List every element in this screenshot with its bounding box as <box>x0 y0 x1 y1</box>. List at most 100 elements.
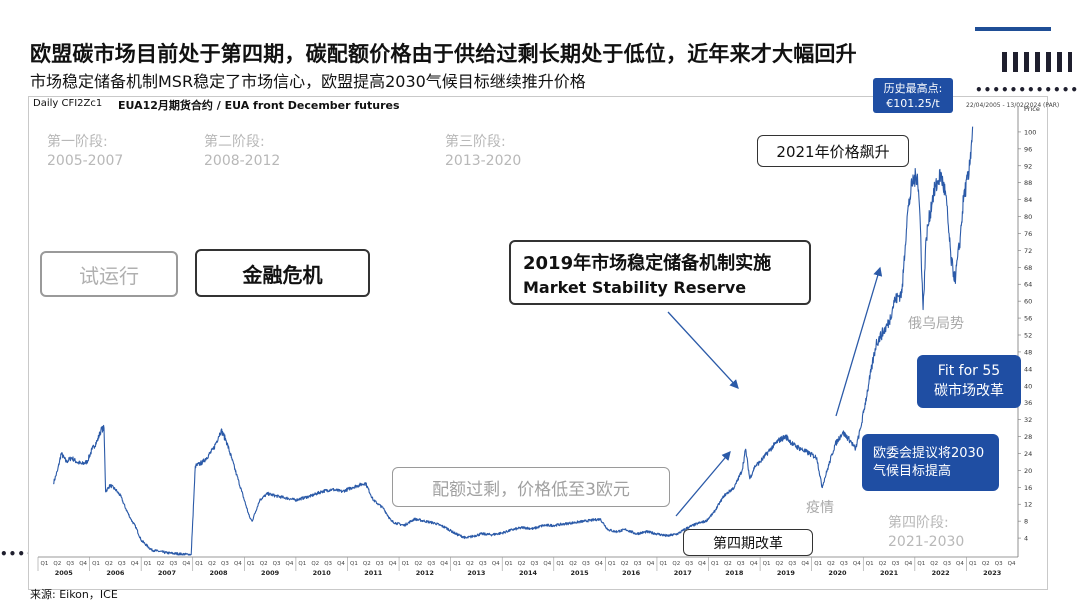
x-year-label: 2006 <box>106 569 125 577</box>
oversupply-label: 配额过剩，价格低至3欧元 <box>432 479 630 500</box>
phase4-reform-label: 第四期改革 <box>713 535 783 552</box>
fit-for-55-line1: Fit for 55 <box>937 363 1001 379</box>
dot-decoration-right: •••••••••••• <box>975 83 1080 97</box>
x-quarter-label: Q4 <box>337 561 345 567</box>
x-year-label: 2023 <box>983 569 1001 577</box>
phase-4-label: 第四阶段: 2021-2030 <box>888 514 964 552</box>
fit-for-55-box: Fit for 55 碳市场改革 <box>917 355 1021 408</box>
financial-crisis-box: 金融危机 <box>195 249 370 297</box>
x-quarter-label: Q3 <box>118 561 126 567</box>
x-quarter-label: Q4 <box>234 561 242 567</box>
x-quarter-label: Q1 <box>144 561 152 567</box>
y-axis-label: Price <box>1024 105 1040 113</box>
y-tick-label: 96 <box>1024 145 1032 153</box>
msr-label-cn: 2019年市场稳定储备机制实施 <box>523 252 772 274</box>
x-quarter-label: Q2 <box>208 561 216 567</box>
phase-2-name: 第二阶段: <box>204 134 265 150</box>
phase-4-name: 第四阶段: <box>888 515 949 531</box>
y-tick-label: 28 <box>1024 433 1032 441</box>
top-right-accent-bar <box>975 27 1051 31</box>
x-quarter-label: Q2 <box>53 561 61 567</box>
x-year-label: 2017 <box>674 569 692 577</box>
phase4-reform-box: 第四期改革 <box>683 529 813 556</box>
x-year-label: 2016 <box>622 569 641 577</box>
x-quarter-label: Q1 <box>298 561 306 567</box>
oversupply-box: 配额过剩，价格低至3欧元 <box>392 467 670 507</box>
x-quarter-label: Q4 <box>182 561 190 567</box>
x-quarter-label: Q4 <box>79 561 87 567</box>
x-quarter-label: Q4 <box>956 561 964 567</box>
y-tick-label: 72 <box>1024 247 1032 255</box>
y-tick-label: 8 <box>1024 518 1028 526</box>
x-quarter-label: Q3 <box>376 561 384 567</box>
y-tick-label: 76 <box>1024 230 1032 238</box>
y-tick-label: 32 <box>1024 416 1032 424</box>
x-quarter-label: Q3 <box>324 561 332 567</box>
peak-callout-value: €101.25/t <box>886 97 940 110</box>
x-quarter-label: Q2 <box>518 561 526 567</box>
y-tick-label: 68 <box>1024 264 1032 272</box>
x-quarter-label: Q3 <box>685 561 693 567</box>
x-quarter-label: Q3 <box>531 561 539 567</box>
x-year-label: 2020 <box>828 569 847 577</box>
y-tick-label: 16 <box>1024 484 1032 492</box>
x-year-label: 2005 <box>55 569 74 577</box>
pilot-label: 试运行 <box>79 263 139 288</box>
x-year-label: 2018 <box>725 569 744 577</box>
phase-4-years: 2021-2030 <box>888 534 965 550</box>
phase-2-years: 2008-2012 <box>204 153 281 169</box>
phase-3-label: 第三阶段: 2013-2020 <box>445 133 521 171</box>
x-quarter-label: Q1 <box>556 561 564 567</box>
fit-for-55-line2: 碳市场改革 <box>934 383 1004 399</box>
y-tick-label: 48 <box>1024 348 1032 356</box>
x-quarter-label: Q1 <box>92 561 100 567</box>
x-quarter-label: Q4 <box>131 561 139 567</box>
x-quarter-label: Q3 <box>66 561 74 567</box>
x-quarter-label: Q3 <box>840 561 848 567</box>
x-quarter-label: Q4 <box>595 561 603 567</box>
x-quarter-label: Q2 <box>157 561 165 567</box>
reform-arrow <box>675 451 731 517</box>
x-quarter-label: Q4 <box>698 561 706 567</box>
x-quarter-label: Q4 <box>853 561 861 567</box>
x-quarter-label: Q4 <box>286 561 294 567</box>
x-quarter-label: Q4 <box>492 561 500 567</box>
x-quarter-label: Q2 <box>363 561 371 567</box>
x-quarter-label: Q1 <box>505 561 513 567</box>
x-quarter-label: Q1 <box>453 561 461 567</box>
x-quarter-label: Q3 <box>479 561 487 567</box>
x-quarter-label: Q1 <box>917 561 925 567</box>
msr-box: 2019年市场稳定储备机制实施 Market Stability Reserve <box>509 240 811 305</box>
x-quarter-label: Q2 <box>879 561 887 567</box>
x-quarter-label: Q1 <box>659 561 667 567</box>
chart-date-range: 22/04/2005 - 13/02/2024 (PAR) <box>966 102 1060 109</box>
x-quarter-label: Q3 <box>788 561 796 567</box>
source-note: 来源: Eikon，ICE <box>30 588 118 601</box>
x-quarter-label: Q2 <box>982 561 990 567</box>
x-quarter-label: Q3 <box>892 561 900 567</box>
x-quarter-label: Q3 <box>943 561 951 567</box>
y-tick-label: 56 <box>1024 315 1032 323</box>
russia-ukraine-label: 俄乌局势 <box>908 316 964 332</box>
x-quarter-label: Q1 <box>608 561 616 567</box>
x-year-label: 2010 <box>313 569 332 577</box>
x-year-label: 2019 <box>777 569 796 577</box>
chart-title: EUA12月期货合约 / EUA front December futures <box>118 99 400 112</box>
y-tick-label: 52 <box>1024 332 1032 340</box>
x-year-label: 2011 <box>364 569 383 577</box>
x-year-label: 2015 <box>571 569 590 577</box>
eu-proposal-line2: 气候目标提高 <box>873 464 952 479</box>
x-quarter-label: Q1 <box>711 561 719 567</box>
x-quarter-label: Q3 <box>737 561 745 567</box>
x-quarter-label: Q3 <box>273 561 281 567</box>
x-year-label: 2022 <box>932 569 950 577</box>
x-year-label: 2014 <box>519 569 538 577</box>
x-quarter-label: Q4 <box>750 561 758 567</box>
phase-3-years: 2013-2020 <box>445 153 522 169</box>
x-quarter-label: Q3 <box>582 561 590 567</box>
y-tick-label: 92 <box>1024 162 1032 170</box>
x-quarter-label: Q2 <box>260 561 268 567</box>
y-tick-label: 36 <box>1024 399 1032 407</box>
x-quarter-label: Q2 <box>311 561 319 567</box>
phase-3-name: 第三阶段: <box>445 134 506 150</box>
